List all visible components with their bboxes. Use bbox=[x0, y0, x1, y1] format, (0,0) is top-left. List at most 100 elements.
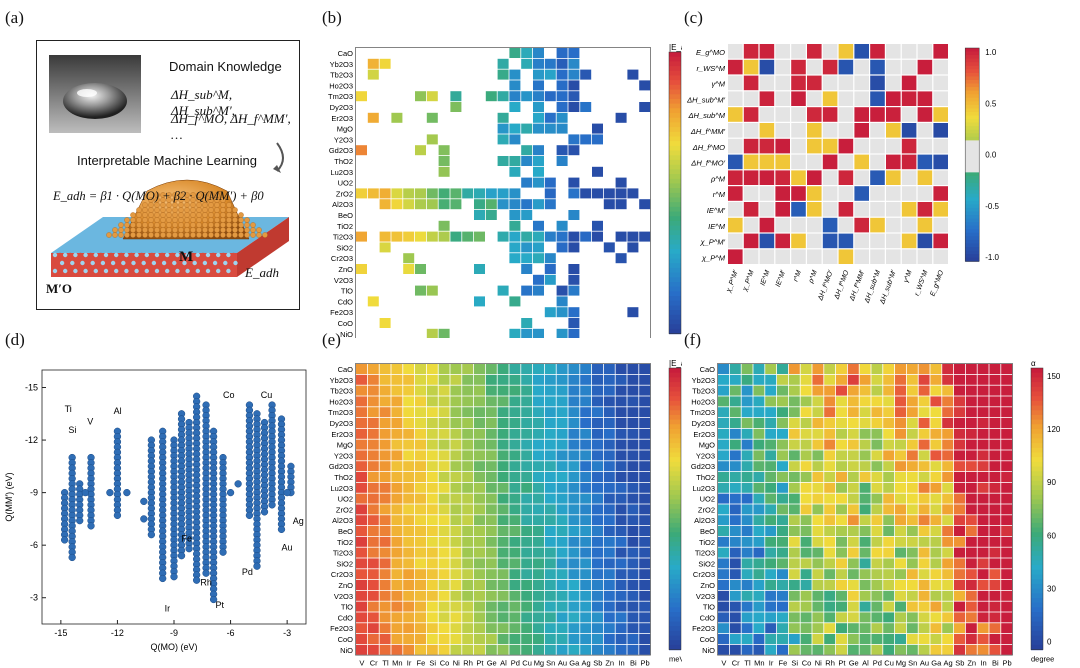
colorbar-step bbox=[1031, 635, 1043, 641]
scatter-point bbox=[268, 501, 276, 509]
panel-a-schematic: Domain Knowledge ΔH_sub^M, ΔH_sub^M′, ΔH… bbox=[36, 40, 300, 310]
heatmap-cell bbox=[965, 590, 977, 601]
heatmap-cell bbox=[356, 418, 367, 428]
heatmap-cell bbox=[930, 515, 942, 526]
colorbar-title: α bbox=[1031, 359, 1036, 368]
heatmap-cell bbox=[497, 536, 509, 547]
heatmap-cell bbox=[521, 407, 533, 418]
substrate-atom bbox=[73, 252, 78, 258]
heatmap-cell bbox=[568, 307, 580, 318]
heatmap-cell bbox=[509, 515, 521, 526]
corr-cell bbox=[728, 233, 743, 249]
heatmap-cell bbox=[521, 199, 533, 210]
heatmap-cell bbox=[718, 428, 729, 439]
heatmap-cell bbox=[509, 418, 521, 428]
heatmap-cell bbox=[895, 612, 906, 623]
heatmap-cell bbox=[859, 493, 871, 504]
heatmap-cell bbox=[753, 428, 765, 439]
heatmap-cell bbox=[568, 374, 580, 385]
heatmap-cell bbox=[895, 569, 906, 580]
heatmap-cell bbox=[485, 558, 497, 569]
cluster-atom bbox=[130, 227, 136, 233]
heatmap-cell bbox=[942, 450, 954, 461]
colorbar-step bbox=[669, 174, 681, 180]
substrate-atom bbox=[54, 260, 60, 266]
heatmap-cell bbox=[603, 504, 615, 515]
colorbar-tick: 150 bbox=[1047, 372, 1061, 381]
heatmap-cell bbox=[603, 439, 615, 450]
corr-cell bbox=[775, 59, 790, 75]
substrate-atom bbox=[116, 260, 121, 266]
heatmap-cell bbox=[627, 504, 639, 515]
heatmap-cell bbox=[474, 428, 485, 439]
heatmap-cell bbox=[615, 482, 627, 493]
heatmap-cell bbox=[954, 439, 965, 450]
row-label: Cr2O3 bbox=[693, 570, 715, 579]
heatmap-cell bbox=[509, 407, 521, 418]
heatmap-cell bbox=[906, 439, 918, 450]
row-label: TiO2 bbox=[337, 222, 353, 231]
heatmap-cell bbox=[847, 493, 859, 504]
scatter-point bbox=[219, 548, 227, 556]
x-tick-label: -12 bbox=[111, 628, 124, 638]
heatmap-cell bbox=[977, 364, 989, 374]
corr-cell bbox=[775, 44, 790, 59]
substrate-atom bbox=[114, 252, 119, 258]
cluster-atom bbox=[160, 222, 166, 228]
heatmap-cell bbox=[965, 418, 977, 428]
heatmap-cell bbox=[942, 493, 954, 504]
substrate-atom bbox=[136, 260, 141, 266]
heatmap-cell bbox=[777, 612, 788, 623]
heatmap-cell bbox=[930, 558, 942, 569]
heatmap-cell bbox=[450, 580, 462, 590]
heatmap-cell bbox=[379, 612, 391, 623]
col-label: Rh bbox=[825, 659, 835, 668]
heatmap-cell bbox=[426, 328, 438, 338]
heatmap-cell bbox=[509, 558, 521, 569]
colorbar-frame bbox=[964, 47, 980, 262]
heatmap-cell bbox=[356, 590, 367, 601]
heatmap-cell bbox=[367, 428, 379, 439]
colorbar-step bbox=[669, 593, 681, 599]
row-label: Dy2O3 bbox=[330, 419, 353, 428]
cluster-atom bbox=[130, 217, 136, 223]
grid-frame bbox=[717, 363, 1013, 656]
heatmap-cell bbox=[521, 634, 533, 644]
colorbar-step bbox=[669, 220, 681, 227]
heatmap-cell bbox=[906, 623, 918, 634]
point-annotation: Ti bbox=[65, 404, 72, 414]
colorbar-step bbox=[965, 62, 980, 67]
heatmap-cell bbox=[883, 515, 895, 526]
heatmap-cell bbox=[415, 385, 426, 396]
heatmap-cell bbox=[521, 536, 533, 547]
colorbar-step bbox=[1031, 569, 1043, 576]
row-label: NiO bbox=[340, 330, 353, 338]
heatmap-cell bbox=[497, 526, 509, 536]
x-axis-title: Q(MO) (eV) bbox=[151, 642, 198, 652]
heatmap-cell bbox=[521, 439, 533, 450]
heatmap-cell bbox=[497, 504, 509, 515]
heatmap-cell bbox=[989, 418, 1001, 428]
heatmap-cell bbox=[627, 374, 639, 385]
heatmap-cell bbox=[930, 580, 942, 590]
heatmap-cell bbox=[824, 428, 836, 439]
heatmap-cell bbox=[438, 547, 450, 558]
heatmap-cell bbox=[415, 428, 426, 439]
heatmap-cell bbox=[509, 439, 521, 450]
substrate-atom bbox=[90, 260, 95, 266]
colorbar bbox=[1030, 367, 1044, 651]
corr-cell bbox=[838, 75, 854, 91]
heatmap-f: CaOYb2O3Tb2O3Ho2O3Tm2O3Dy2O3Er2O3MgOY2O3… bbox=[690, 359, 1061, 668]
heatmap-cell bbox=[883, 623, 895, 634]
col-label: Cr bbox=[732, 659, 740, 668]
heatmap-cell bbox=[544, 253, 556, 264]
colorbar-step bbox=[669, 452, 681, 458]
heatmap-cell bbox=[871, 374, 883, 385]
heatmap-cell bbox=[627, 428, 639, 439]
cluster-atom bbox=[148, 232, 154, 238]
heatmap-cell bbox=[391, 374, 403, 385]
heatmap-cell bbox=[627, 439, 639, 450]
substrate-atom bbox=[119, 252, 124, 258]
heatmap-cell bbox=[883, 569, 895, 580]
corr-cell bbox=[917, 138, 933, 154]
